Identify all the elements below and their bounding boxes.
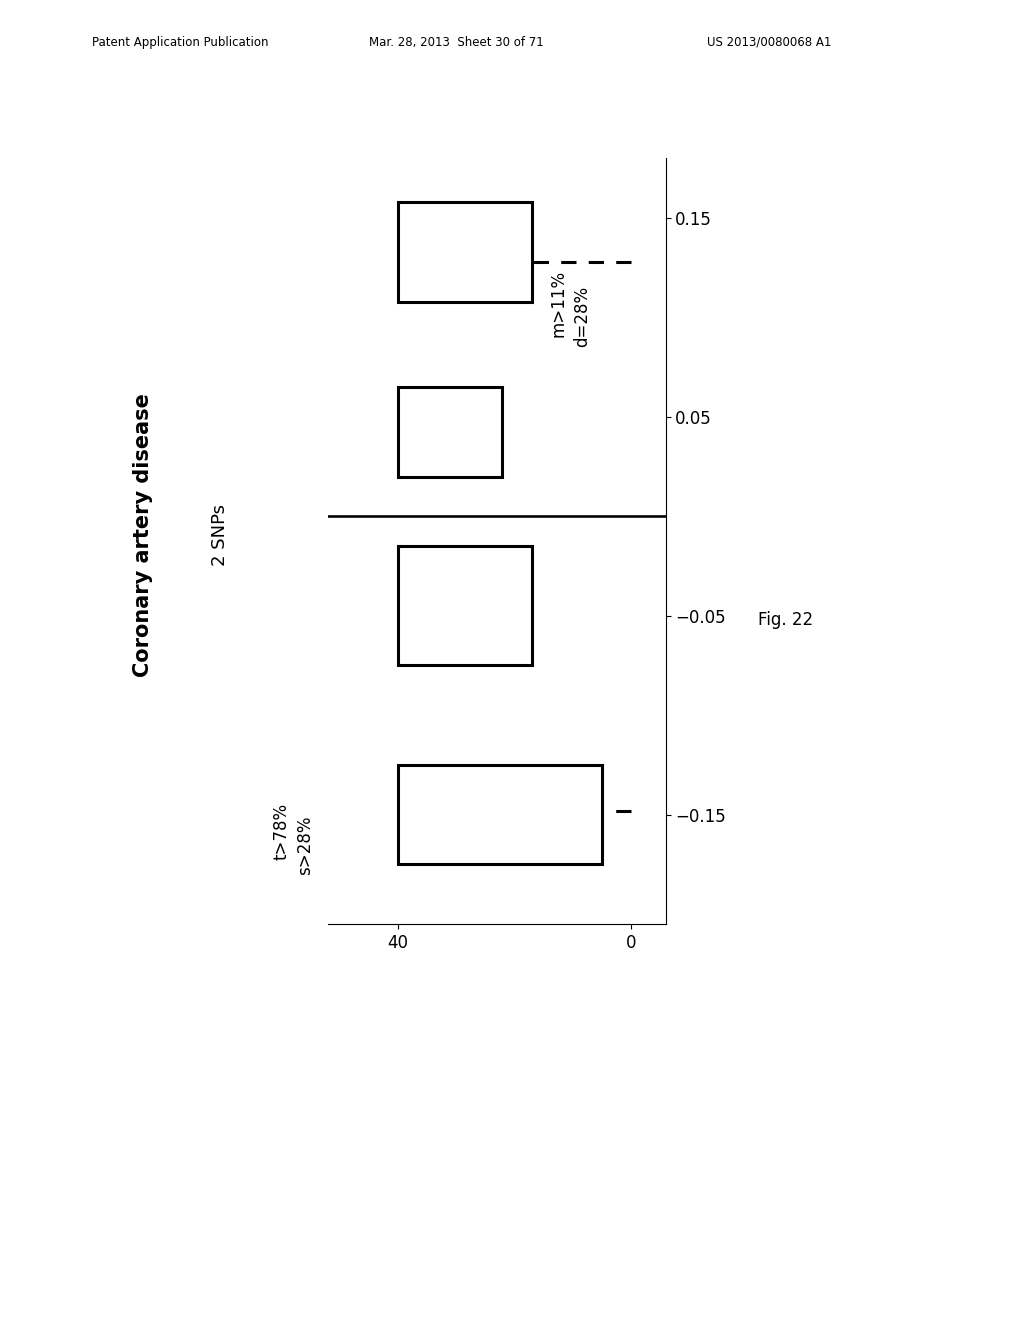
Text: US 2013/0080068 A1: US 2013/0080068 A1 — [707, 36, 830, 49]
Text: Patent Application Publication: Patent Application Publication — [92, 36, 268, 49]
Text: Coronary artery disease: Coronary artery disease — [133, 392, 154, 677]
Text: s>28%: s>28% — [296, 814, 314, 875]
Text: 2 SNPs: 2 SNPs — [211, 504, 229, 565]
Text: d=28%: d=28% — [572, 286, 591, 347]
Bar — [397, 387, 503, 477]
Text: t>78%: t>78% — [272, 803, 291, 861]
Text: Mar. 28, 2013  Sheet 30 of 71: Mar. 28, 2013 Sheet 30 of 71 — [369, 36, 544, 49]
Text: Fig. 22: Fig. 22 — [758, 611, 813, 630]
Text: m>11%: m>11% — [549, 271, 567, 337]
Bar — [397, 202, 531, 301]
Bar — [397, 764, 601, 865]
Bar — [397, 546, 531, 665]
